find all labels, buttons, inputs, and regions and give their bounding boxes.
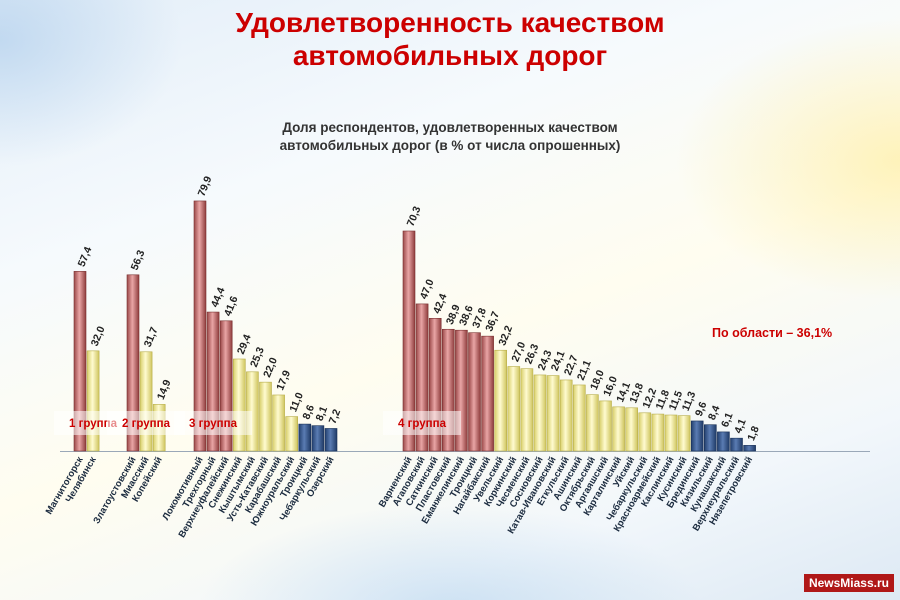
bar-value-label: 7,2 — [327, 407, 344, 425]
region-average-annotation: По области – 36,1% — [712, 326, 832, 340]
bar-value-label: 14,9 — [155, 378, 174, 402]
bar-4-18 — [625, 407, 639, 452]
bar-4-20 — [651, 413, 665, 452]
watermark: NewsMiass.ru — [803, 574, 894, 592]
bar-4-17 — [612, 406, 625, 452]
title-line-1: Удовлетворенность качеством — [235, 7, 665, 38]
bar-4-6 — [468, 332, 481, 452]
chart-title: Доля респондентов, удовлетворенных качес… — [200, 119, 700, 155]
bar-value-label: 8,6 — [300, 403, 317, 421]
bar-4-8 — [494, 349, 508, 452]
title-line-2: автомобильных дорог — [292, 40, 608, 71]
bar-4-14 — [572, 384, 586, 452]
chart-title-line-1: Доля респондентов, удовлетворенных качес… — [282, 120, 618, 135]
bar-value-label: 8,1 — [314, 405, 331, 423]
bar-value-label: 32,2 — [496, 324, 515, 348]
group-label: 4 группа — [398, 418, 447, 430]
bar-value-label: 29,4 — [235, 333, 254, 357]
bar-4-19 — [638, 412, 652, 452]
bar-4-10 — [520, 368, 534, 452]
bar-4-15 — [586, 394, 599, 452]
bar-4-22 — [677, 415, 691, 452]
bar-4-9 — [507, 366, 521, 452]
bar-value-label: 56,3 — [129, 248, 148, 272]
bar-4-1 — [402, 230, 416, 452]
chart-title-line-2: автомобильных дорог (в % от числа опроше… — [279, 138, 621, 153]
bar-3-11 — [324, 428, 338, 452]
bar-3-4 — [233, 358, 246, 452]
bar-2-1 — [126, 274, 140, 452]
bar-4-25 — [717, 431, 730, 452]
bar-4-24 — [703, 424, 717, 452]
group-label: 3 группа — [189, 418, 238, 430]
bar-3-8 — [285, 416, 299, 452]
bar-value-label: 1,8 — [745, 424, 762, 442]
bar-1-2 — [86, 350, 100, 452]
bar-value-label: 70,3 — [405, 205, 424, 229]
bar-value-label: 4,1 — [732, 417, 749, 435]
bar-value-label: 42,4 — [431, 292, 450, 316]
bar-value-label: 6,1 — [719, 411, 736, 429]
page-title: Удовлетворенность качеством автомобильны… — [0, 6, 900, 72]
bar-value-label: 22,0 — [261, 356, 280, 380]
bar-3-1 — [193, 200, 207, 452]
bar-2-2 — [139, 351, 153, 452]
bar-3-6 — [259, 381, 272, 452]
group-label-box — [107, 411, 185, 435]
bar-value-label: 9,6 — [693, 400, 710, 418]
bar-1-1 — [73, 271, 87, 452]
bar-3-7 — [272, 394, 285, 452]
group-label-box — [174, 411, 252, 435]
bar-4-16 — [599, 400, 612, 452]
bar-4-12 — [546, 375, 560, 452]
bar-4-21 — [664, 414, 678, 452]
bar-value-label: 79,9 — [196, 174, 215, 198]
bar-value-label: 57,4 — [76, 245, 95, 269]
bar-value-label: 32,0 — [89, 324, 108, 348]
bar-4-13 — [559, 379, 573, 452]
bar-value-label: 41,6 — [222, 294, 241, 318]
bar-value-label: 8,4 — [706, 404, 723, 422]
bar-4-7 — [481, 335, 494, 452]
group-label-box — [383, 411, 461, 435]
bar-3-10 — [311, 425, 325, 452]
bar-4-26 — [730, 437, 743, 452]
bar-3-9 — [298, 423, 312, 452]
bar-4-11 — [533, 374, 547, 452]
bar-value-label: 31,7 — [142, 325, 161, 349]
bar-value-label: 47,0 — [418, 277, 437, 301]
group-label: 2 группа — [122, 418, 171, 430]
bar-4-27 — [743, 445, 756, 452]
bar-4-23 — [690, 420, 704, 452]
bar-value-label: 17,9 — [274, 369, 293, 393]
group-label: 1 группа — [69, 418, 118, 430]
